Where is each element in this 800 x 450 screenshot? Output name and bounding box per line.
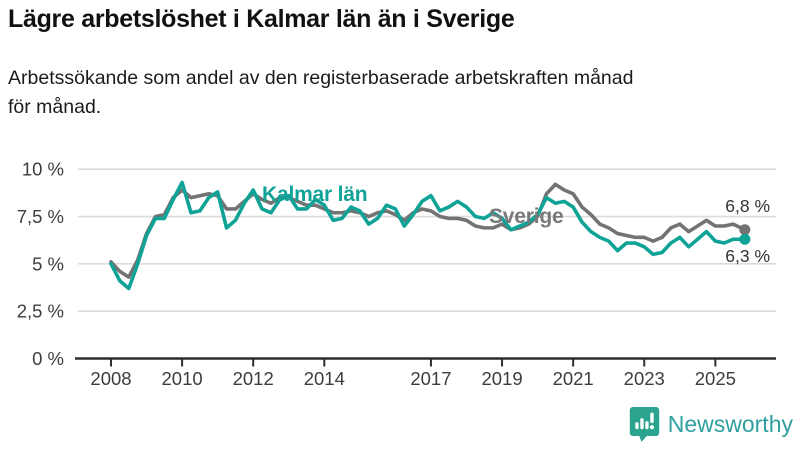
series-line-kalmar — [109, 180, 747, 291]
newsworthy-wordmark: Newsworthy — [667, 410, 793, 437]
end-value-label-sverige: 6,8 % — [725, 196, 770, 216]
x-tick-label: 2023 — [624, 368, 665, 389]
x-tick-label: 2021 — [553, 368, 594, 389]
y-tick-label: 10 % — [22, 159, 64, 180]
chart-subtitle-line-1: Arbetssökande som andel av den registerb… — [8, 67, 634, 89]
y-tick-label: 7,5 % — [17, 206, 64, 227]
x-tick-label: 2010 — [162, 368, 203, 389]
series-line-sverige — [109, 182, 747, 279]
x-tick-label: 2012 — [233, 368, 274, 389]
series-label-sverige: Sverige — [489, 205, 564, 228]
series-label-kalmar: Kalmar län — [262, 183, 368, 206]
newsworthy-bar-chart-bubble-icon — [629, 407, 659, 442]
chart-subtitle: Arbetssökande som andel av den registerb… — [8, 64, 633, 122]
y-tick-label: 0 % — [32, 348, 64, 369]
chart-title: Lägre arbetslöshet i Kalmar län än i Sve… — [8, 5, 515, 33]
y-tick-label: 5 % — [32, 253, 64, 274]
y-tick-label: 2,5 % — [17, 301, 64, 322]
chart-subtitle-line-2: för månad. — [8, 96, 102, 118]
x-tick-label: 2017 — [410, 368, 451, 389]
series-end-dot-sverige — [739, 224, 751, 236]
series-end-dot-kalmar — [739, 233, 751, 245]
x-tick-label: 2019 — [481, 368, 522, 389]
x-tick-label: 2008 — [90, 368, 131, 389]
end-value-label-kalmar: 6,3 % — [725, 246, 770, 266]
x-tick-label: 2014 — [304, 368, 345, 389]
newsworthy-logo: Newsworthy — [629, 406, 793, 442]
x-tick-label: 2025 — [695, 368, 736, 389]
